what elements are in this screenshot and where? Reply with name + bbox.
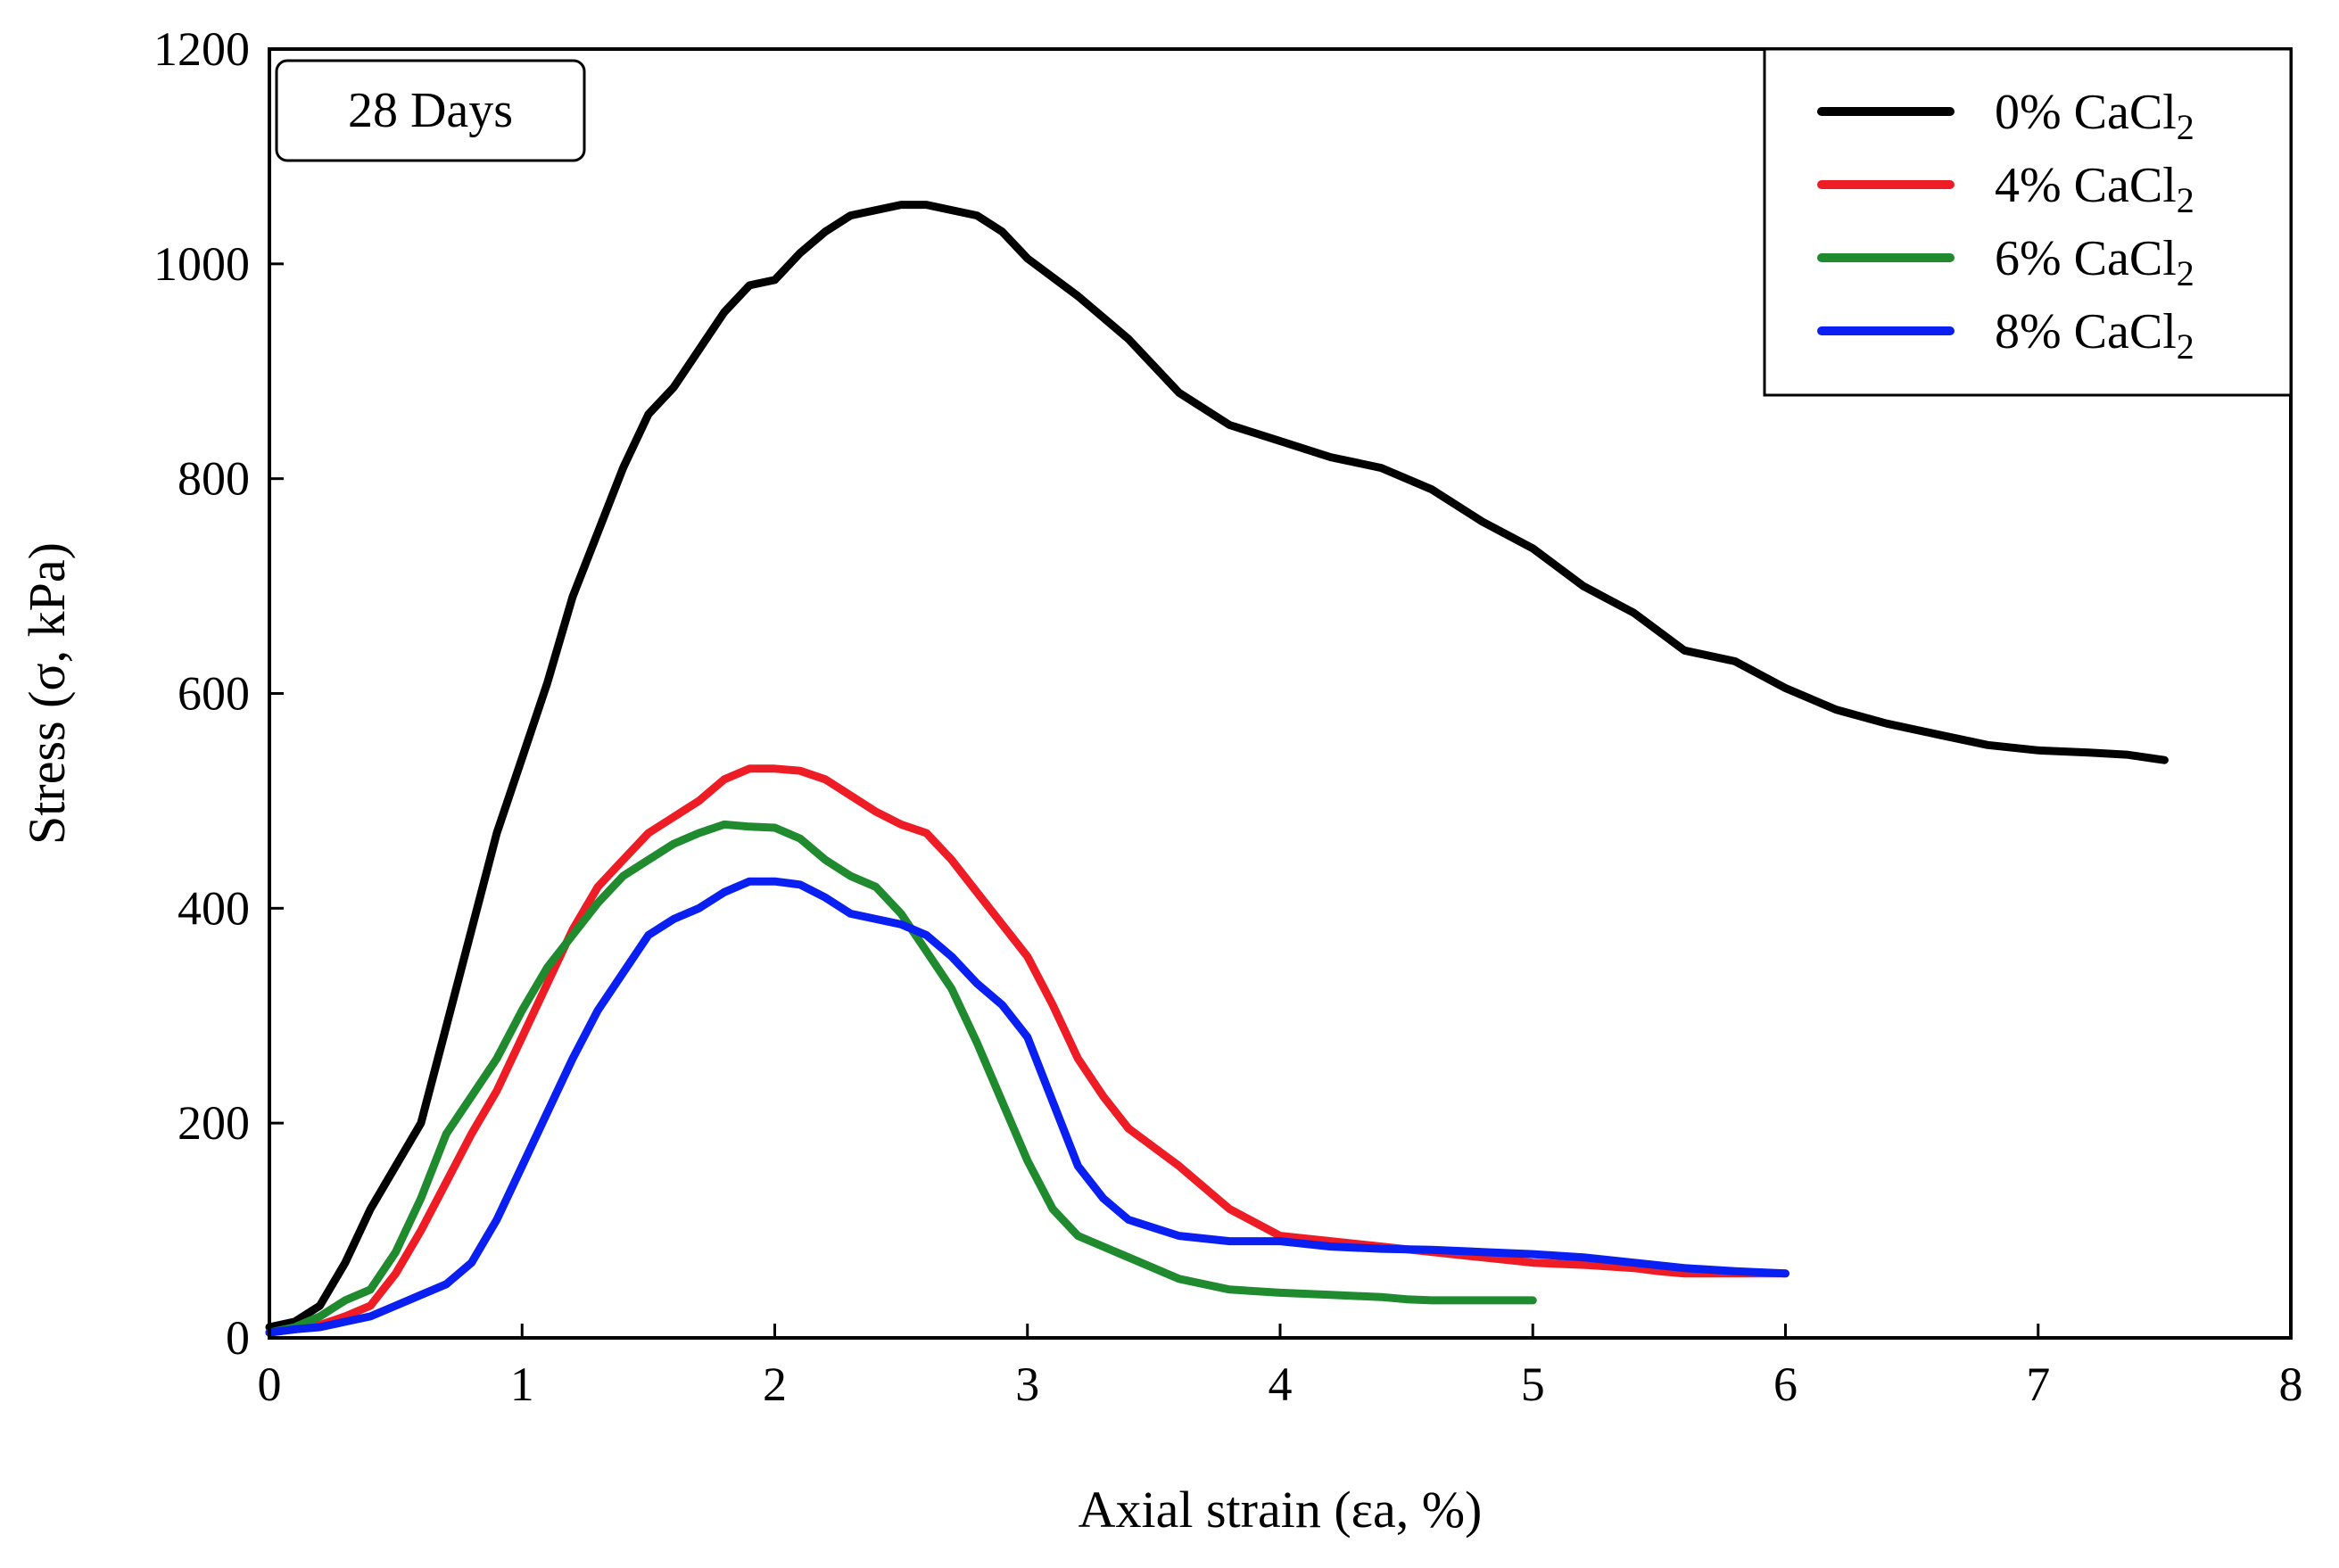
series-line-2 bbox=[265, 820, 1537, 1337]
legend-label-main: 8% CaCl bbox=[1995, 304, 2177, 359]
y-tick-label: 600 bbox=[178, 667, 250, 721]
x-tick-label: 8 bbox=[2279, 1358, 2303, 1411]
x-tick-label: 7 bbox=[2026, 1358, 2050, 1411]
legend-label-subscript: 2 bbox=[2177, 180, 2194, 220]
y-tick-label: 200 bbox=[178, 1096, 250, 1150]
x-tick-label: 0 bbox=[258, 1358, 282, 1411]
legend-frame bbox=[1763, 47, 2293, 397]
y-tick-label: 0 bbox=[226, 1311, 250, 1365]
plot-lines bbox=[265, 201, 2169, 1337]
x-axis-title: Axial strain (εa, %) bbox=[1079, 1481, 1483, 1539]
x-tick-label: 4 bbox=[1269, 1358, 1293, 1411]
y-tick-label: 400 bbox=[178, 881, 250, 935]
legend-label-0: 0% CaCl2 bbox=[1995, 85, 2194, 147]
annotation-label: 28 Days bbox=[348, 83, 513, 138]
x-tick-label: 2 bbox=[763, 1358, 787, 1411]
series-line-0 bbox=[265, 201, 2169, 1332]
x-tick-label: 3 bbox=[1015, 1358, 1039, 1411]
annotation-frame bbox=[275, 59, 586, 162]
y-axis-ticks: 0 200 400 600 800 1000 1200 bbox=[153, 22, 284, 1365]
legend-label-2: 6% CaCl2 bbox=[1995, 231, 2194, 293]
series-line-3 bbox=[265, 877, 1789, 1337]
legend-label-main: 4% CaCl bbox=[1995, 158, 2177, 213]
legend-label-main: 0% CaCl bbox=[1995, 85, 2177, 140]
legend-label-main: 6% CaCl bbox=[1995, 231, 2177, 286]
y-tick-label: 1200 bbox=[153, 22, 250, 76]
y-tick-label: 1000 bbox=[153, 237, 250, 291]
legend-label-subscript: 2 bbox=[2177, 253, 2194, 293]
x-tick-label: 6 bbox=[1773, 1358, 1798, 1411]
legend-label-1: 4% CaCl2 bbox=[1995, 158, 2194, 220]
legend-label-3: 8% CaCl2 bbox=[1995, 304, 2194, 367]
legend-label-subscript: 2 bbox=[2177, 326, 2194, 367]
legend-label-subscript: 2 bbox=[2177, 107, 2194, 147]
y-tick-label: 800 bbox=[178, 452, 250, 506]
x-tick-label: 1 bbox=[510, 1358, 534, 1411]
annotation-box: 28 Days bbox=[275, 59, 586, 162]
x-axis-ticks: 0 1 2 3 4 5 6 7 8 bbox=[258, 1324, 2303, 1411]
x-tick-label: 5 bbox=[1521, 1358, 1545, 1411]
y-axis-title: Stress (σ, kPa) bbox=[18, 542, 76, 845]
